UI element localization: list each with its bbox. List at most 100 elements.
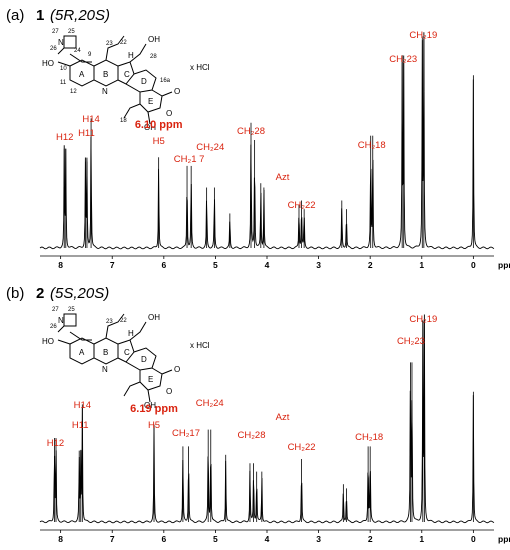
ring-label: E bbox=[148, 97, 153, 106]
x-axis-unit: ppm bbox=[498, 260, 510, 270]
atom-label: O bbox=[174, 365, 180, 374]
x-tick-label: 5 bbox=[213, 534, 218, 544]
spectrum-trace bbox=[39, 314, 495, 524]
ring-label: A bbox=[79, 348, 85, 357]
x-tick-label: 8 bbox=[58, 534, 63, 544]
x-tick-label: 4 bbox=[265, 534, 270, 544]
panel-a-label: (a) bbox=[6, 7, 24, 24]
peak-annotation: Azt bbox=[276, 412, 290, 423]
atom-label: H bbox=[128, 51, 134, 60]
peak-annotation: CH₂18 bbox=[355, 432, 383, 443]
salt-label: x HCl bbox=[190, 341, 210, 350]
panel-b-header: (b) 2 (5S,20S) bbox=[6, 285, 109, 302]
atom-label: 23 bbox=[106, 41, 113, 47]
panel-b-label: (b) bbox=[6, 285, 24, 302]
peak-annotation: CH₂24 bbox=[196, 142, 224, 153]
peak-annotation: H12 bbox=[47, 438, 64, 449]
molecule-drawing bbox=[57, 313, 173, 403]
ring-label: C bbox=[124, 348, 130, 357]
ring-label: B bbox=[103, 348, 108, 357]
atom-label: O bbox=[166, 109, 172, 118]
molecule-drawing bbox=[57, 35, 173, 125]
peak-annotation: CH₂18 bbox=[358, 140, 386, 151]
x-tick-label: 3 bbox=[316, 260, 321, 270]
x-tick-label: 3 bbox=[316, 534, 321, 544]
x-tick-label: 6 bbox=[161, 534, 166, 544]
peak-annotation: CH₂19 bbox=[409, 30, 437, 41]
ring-label: D bbox=[141, 77, 147, 86]
atom-label: OH bbox=[148, 35, 160, 44]
peak-annotation: CH₂22 bbox=[288, 442, 316, 453]
atom-label: N bbox=[102, 365, 108, 374]
atom-label: 9 bbox=[88, 52, 92, 58]
peak-annotation: Azt bbox=[276, 172, 290, 183]
atom-label: 25 bbox=[68, 307, 75, 313]
peak-annotation: 6.10 ppm bbox=[135, 119, 183, 131]
ring-label: A bbox=[79, 70, 85, 79]
peak-annotation: 6.19 ppm bbox=[130, 403, 178, 415]
atom-label: 28 bbox=[150, 54, 157, 60]
ring-label: D bbox=[141, 355, 147, 364]
panel-a-header: (a) 1 (5R,20S) bbox=[6, 7, 110, 24]
atom-label: 22 bbox=[120, 318, 127, 324]
panel-a-compound: 1 bbox=[36, 7, 44, 24]
peak-annotation: H12 bbox=[56, 132, 73, 143]
atom-label: 26 bbox=[50, 324, 57, 330]
salt-label: x HCl bbox=[190, 63, 210, 72]
peak-annotation: CH₂19 bbox=[409, 314, 437, 325]
ring-label: C bbox=[124, 70, 130, 79]
x-tick-label: 7 bbox=[110, 534, 115, 544]
atom-label: 24 bbox=[74, 48, 81, 54]
structure-a: 25 27 26 N 24 23 22 HO 10 9 11 12 A B C … bbox=[42, 29, 210, 132]
peak-annotation: CH₂28 bbox=[237, 126, 265, 137]
atom-label: N bbox=[102, 87, 108, 96]
atom-label: 26 bbox=[50, 46, 57, 52]
peak-annotation: H5 bbox=[148, 420, 160, 431]
atom-label: 11 bbox=[60, 80, 67, 86]
ring-label: B bbox=[103, 70, 108, 79]
atom-label: OH bbox=[144, 123, 156, 132]
peak-annotation: CH₂23 bbox=[389, 54, 417, 65]
atom-label: 22 bbox=[120, 40, 127, 46]
atom-label: 16a bbox=[160, 78, 171, 84]
atom-label: 27 bbox=[52, 29, 59, 35]
peak-annotation: CH₂22 bbox=[288, 200, 316, 211]
atom-label: N bbox=[58, 316, 64, 325]
peak-annotation: CH₂23 bbox=[397, 336, 425, 347]
x-tick-label: 4 bbox=[265, 260, 270, 270]
atom-label: HO bbox=[42, 337, 54, 346]
atom-label: 12 bbox=[70, 89, 77, 95]
peak-annotation: CH₂28 bbox=[238, 430, 266, 441]
panel-b-stereo: (5S,20S) bbox=[50, 285, 109, 302]
atom-label: HO bbox=[42, 59, 54, 68]
x-tick-label: 0 bbox=[471, 260, 476, 270]
peak-annotation: H11 bbox=[78, 128, 95, 139]
peak-annotation: H5 bbox=[153, 136, 165, 147]
atom-label: OH bbox=[144, 401, 156, 410]
peak-annotation: CH₂17 bbox=[172, 428, 200, 439]
atom-label: 10 bbox=[60, 66, 67, 72]
atom-label: 23 bbox=[106, 319, 113, 325]
x-tick-label: 1 bbox=[419, 260, 424, 270]
ring-label: E bbox=[148, 375, 153, 384]
spectrum-trace bbox=[39, 32, 495, 250]
atom-label: OH bbox=[148, 313, 160, 322]
atom-label: 18 bbox=[120, 118, 127, 124]
x-tick-label: 1 bbox=[419, 534, 424, 544]
atom-label: H bbox=[128, 329, 134, 338]
x-tick-label: 8 bbox=[58, 260, 63, 270]
peak-annotation: H11 bbox=[72, 420, 89, 431]
x-tick-label: 5 bbox=[213, 260, 218, 270]
atom-label: 27 bbox=[52, 307, 59, 313]
x-tick-label: 0 bbox=[471, 534, 476, 544]
panel-a-stereo: (5R,20S) bbox=[50, 7, 110, 24]
atom-label: O bbox=[166, 387, 172, 396]
x-tick-label: 7 bbox=[110, 260, 115, 270]
peak-annotation: CH₂1 7 bbox=[174, 154, 205, 165]
peak-annotation: CH₂24 bbox=[196, 398, 224, 409]
x-axis-unit: ppm bbox=[498, 534, 510, 544]
peak-annotation: H14 bbox=[74, 400, 91, 411]
x-tick-label: 2 bbox=[368, 534, 373, 544]
x-tick-label: 6 bbox=[161, 260, 166, 270]
